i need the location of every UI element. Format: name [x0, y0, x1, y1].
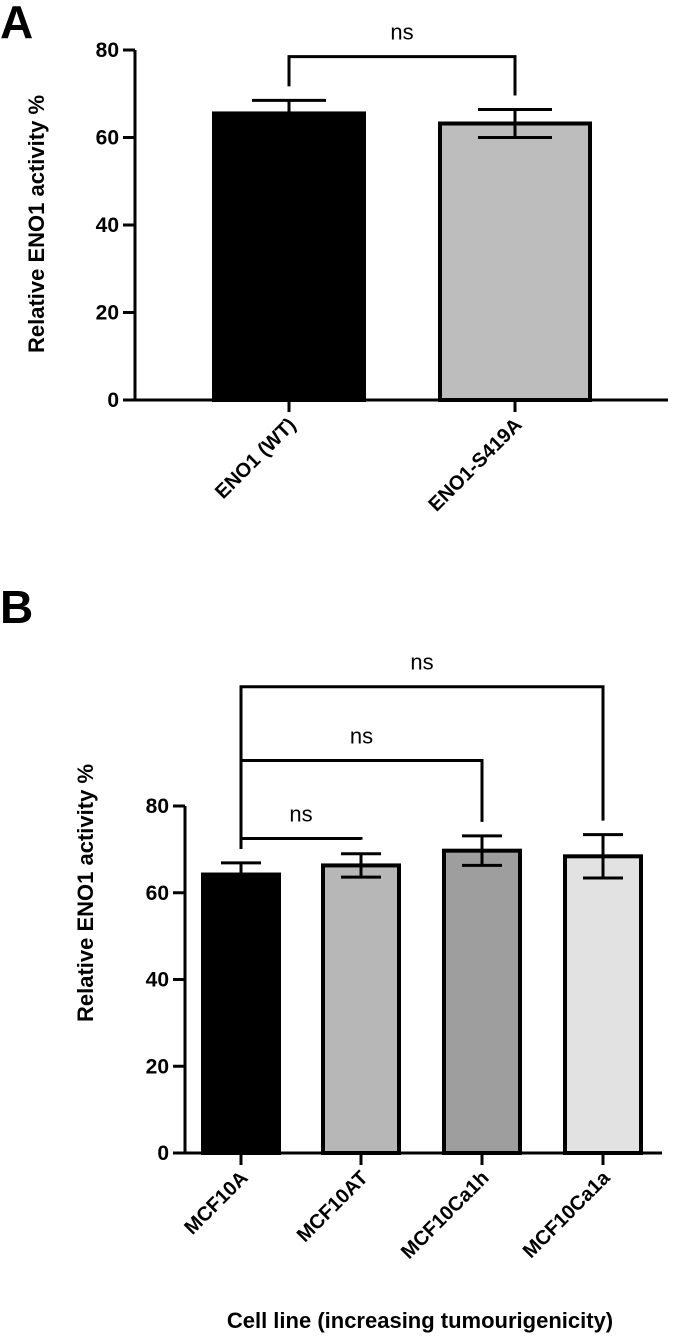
error-bar-4 [583, 833, 623, 880]
x-tick-label: MCF10A [180, 1167, 252, 1239]
y-tick-label: 0 [107, 389, 119, 412]
x-tick-label: MCF10Ca1h [397, 1167, 494, 1264]
x-tick-label: ENO1 (WT) [211, 414, 300, 503]
bracket-line [239, 758, 484, 849]
y-axis-label: Relative ENO1 activity % [24, 95, 49, 353]
y-tick-label: 20 [96, 302, 119, 325]
significance-label: ns [289, 802, 312, 827]
bar-2 [438, 121, 592, 402]
x-tick-label: MCF10AT [293, 1167, 373, 1247]
bar-1 [201, 872, 281, 1155]
bar-4 [563, 854, 643, 1155]
x-axis-label: Cell line (increasing tumourigenicity) [227, 1308, 613, 1333]
bar-3 [442, 848, 522, 1156]
y-tick-label: 60 [96, 127, 119, 150]
panel-label: B [0, 581, 33, 633]
y-tick-label: 20 [146, 1055, 169, 1078]
panel-a: A Relative ENO1 activity % 0 20 40 60 80 ENO1… [0, 0, 668, 516]
y-axis-label: Relative ENO1 activity % [73, 764, 98, 1022]
error-bar-1 [252, 98, 326, 129]
y-tick-label: 80 [96, 39, 119, 62]
y-tick-label: 40 [96, 214, 119, 237]
x-tick-label: ENO1-S419A [425, 414, 527, 516]
significance-label: ns [410, 650, 433, 675]
bracket-line [239, 685, 605, 849]
bar-2 [321, 863, 401, 1156]
error-bar-2 [341, 852, 381, 879]
significance-bracket-3: ns [239, 650, 605, 849]
error-bar-3 [462, 834, 502, 867]
significance-bracket-2: ns [239, 723, 484, 849]
x-tick-label: MCF10Ca1a [519, 1166, 615, 1262]
panel-b: B Relative ENO1 activity % Cell line (in… [0, 581, 662, 1333]
y-tick-label: 0 [157, 1142, 169, 1165]
significance-label: ns [390, 20, 413, 45]
significance-bracket-1: ns [239, 802, 363, 849]
bar-1 [212, 111, 366, 402]
y-tick-label: 40 [146, 969, 169, 992]
y-tick-label: 60 [146, 882, 169, 905]
y-tick-label: 80 [146, 795, 169, 818]
panel-label: A [0, 0, 33, 48]
error-bar-2 [478, 108, 552, 139]
bracket-line [287, 55, 517, 96]
significance-label: ns [350, 723, 373, 748]
bracket-line [239, 837, 363, 849]
significance-bracket-1: ns [287, 20, 517, 96]
error-bar-1 [221, 861, 261, 888]
